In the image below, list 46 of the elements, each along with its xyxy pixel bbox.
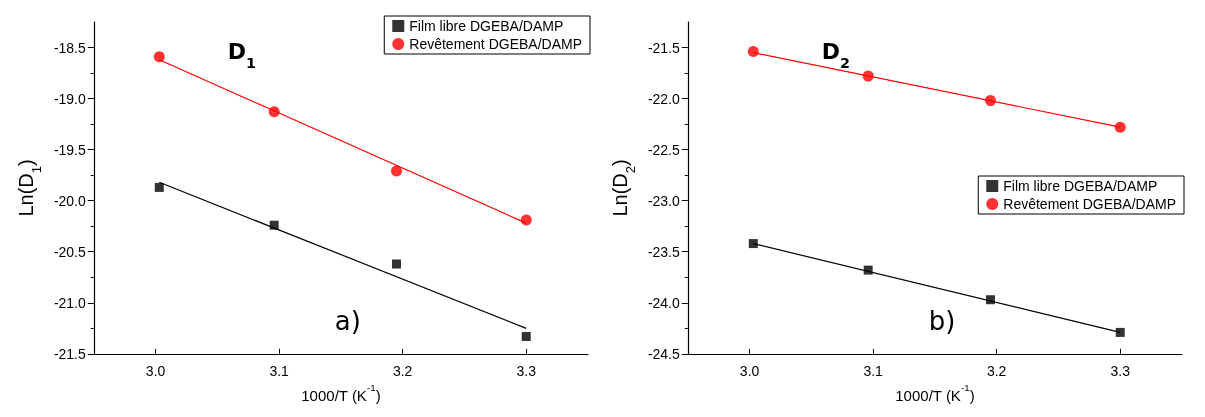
y-tick-label: -19.0 xyxy=(53,90,87,107)
y-tick-label: -24.5 xyxy=(647,345,681,362)
point xyxy=(985,95,996,107)
point xyxy=(1115,327,1125,337)
point xyxy=(862,70,874,82)
point xyxy=(520,214,532,226)
y-tick-label: -22.5 xyxy=(647,141,681,158)
point xyxy=(154,182,164,192)
point xyxy=(863,265,873,275)
x-tick-label: 3.2 xyxy=(392,362,413,379)
point xyxy=(748,239,758,249)
point xyxy=(747,46,759,58)
x-tick-label: 3.3 xyxy=(1110,362,1131,379)
legend-label: Film libre DGEBA/DAMP xyxy=(1003,178,1158,194)
y-tick-label: -21.5 xyxy=(53,345,87,362)
legend-label: Revêtement DGEBA/DAMP xyxy=(1003,196,1177,212)
y-tick-label: -24.0 xyxy=(647,294,681,311)
point xyxy=(392,259,401,269)
y-tick-label: -21.0 xyxy=(53,294,87,311)
y-tick-label: -23.5 xyxy=(647,243,681,260)
y-tick-label: -23.0 xyxy=(647,192,681,209)
x-tick-label: 3.0 xyxy=(739,362,760,379)
point xyxy=(153,51,165,63)
x-tick-label: 3.2 xyxy=(986,362,1007,379)
y-axis-title: Ln(D1) xyxy=(15,159,44,217)
point xyxy=(986,295,995,305)
x-tick-label: 3.1 xyxy=(863,362,884,379)
y-tick-label: -19.5 xyxy=(53,141,87,158)
point xyxy=(269,220,279,230)
point xyxy=(521,331,531,341)
y-tick-label: -20.5 xyxy=(53,243,87,260)
annotation: a) xyxy=(334,306,361,336)
legend-label: Revêtement DGEBA/DAMP xyxy=(409,36,583,52)
y-tick-label: -22.0 xyxy=(647,90,681,107)
legend-label: Film libre DGEBA/DAMP xyxy=(409,18,564,34)
point xyxy=(391,165,402,177)
y-tick-label: -18.5 xyxy=(53,39,87,56)
y-tick-label: -20.0 xyxy=(53,192,87,209)
x-tick-label: 3.1 xyxy=(269,362,290,379)
point xyxy=(1114,121,1126,133)
x-tick-label: 3.3 xyxy=(516,362,537,379)
point xyxy=(268,106,280,118)
y-axis-title: Ln(D2) xyxy=(609,159,638,217)
annotation: b) xyxy=(928,306,956,336)
y-tick-label: -21.5 xyxy=(647,39,681,56)
x-tick-label: 3.0 xyxy=(145,362,166,379)
